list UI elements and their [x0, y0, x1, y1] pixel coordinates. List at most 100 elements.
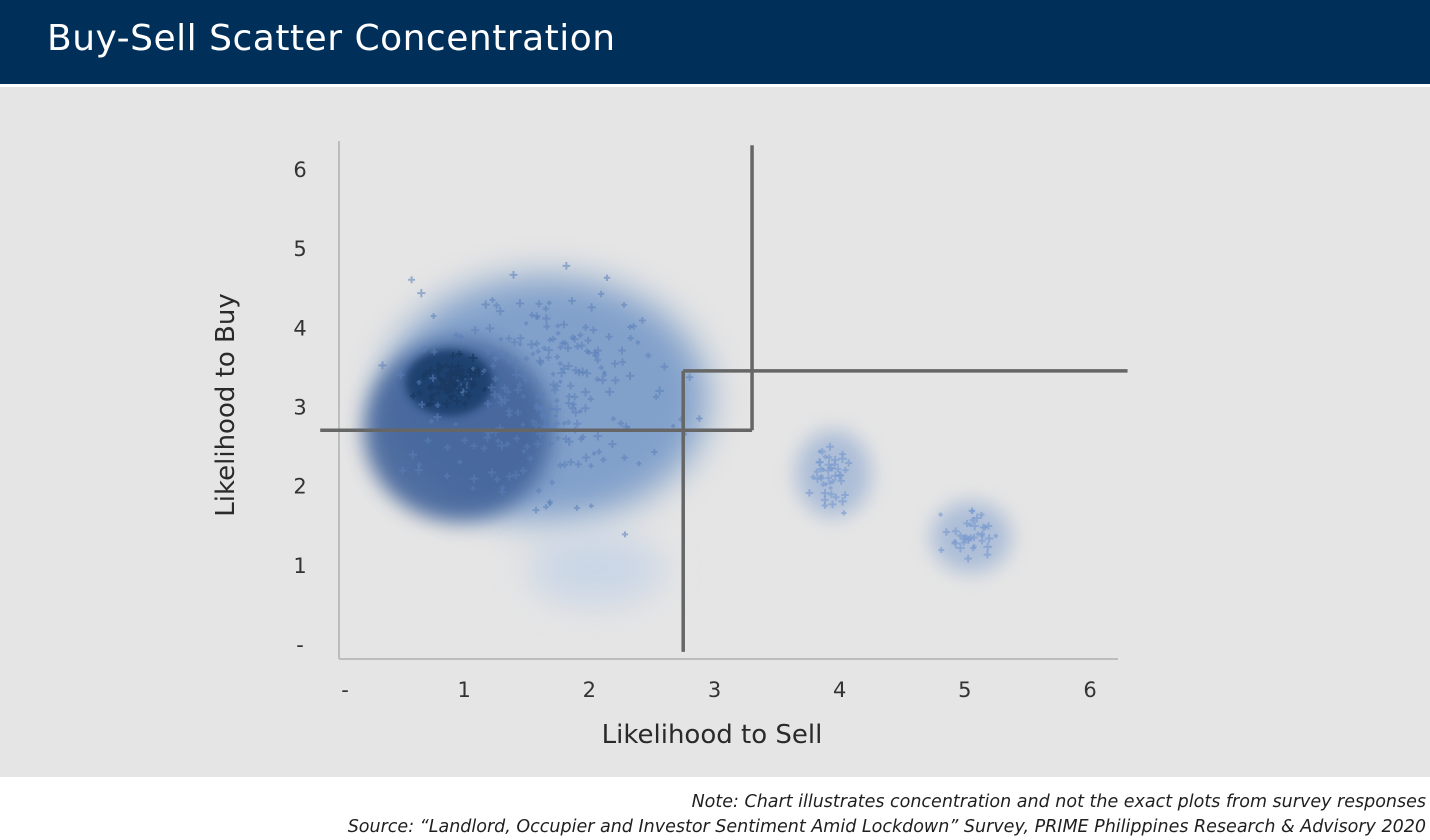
data-point: [982, 524, 989, 531]
data-point: [498, 336, 504, 342]
data-point: [492, 375, 499, 383]
data-point: [566, 381, 575, 390]
data-point: [557, 368, 567, 378]
data-point: [964, 554, 972, 563]
data-point: [816, 458, 824, 466]
y-tick-label: 4: [293, 316, 306, 340]
data-point: [469, 474, 479, 484]
data-point: [523, 355, 530, 362]
data-point: [480, 444, 488, 452]
data-point: [567, 458, 575, 466]
data-point: [416, 389, 423, 396]
data-point: [429, 419, 434, 424]
data-point: [462, 391, 468, 397]
data-point: [527, 340, 536, 350]
data-point: [427, 400, 434, 407]
data-point: [550, 335, 557, 343]
data-point: [627, 335, 634, 342]
data-point: [444, 373, 451, 380]
data-point: [518, 342, 523, 347]
data-point: [496, 306, 505, 316]
data-point: [600, 456, 607, 463]
data-point: [483, 346, 493, 355]
data-point: [578, 408, 583, 414]
data-point: [960, 539, 967, 546]
data-point: [545, 354, 552, 361]
footer-source: Source: “Landlord, Occupier and Investor…: [347, 817, 1426, 837]
data-point: [582, 323, 590, 331]
data-point: [983, 550, 992, 559]
data-point: [499, 484, 506, 491]
data-point: [513, 434, 521, 443]
data-point: [417, 289, 426, 298]
page-title: Buy-Sell Scatter Concentration: [47, 18, 616, 59]
data-point: [588, 463, 594, 469]
data-point: [487, 383, 496, 392]
data-point: [545, 404, 555, 414]
data-point: [951, 539, 960, 548]
data-point: [578, 341, 586, 350]
data-point: [550, 371, 556, 377]
data-point: [454, 381, 459, 386]
data-point: [571, 407, 581, 417]
data-point: [838, 497, 847, 506]
data-point: [963, 519, 971, 528]
data-point: [468, 353, 478, 363]
data-point: [428, 393, 433, 398]
data-point: [571, 366, 580, 375]
data-point: [429, 374, 437, 383]
data-point: [443, 472, 451, 480]
data-point: [519, 372, 528, 381]
data-point: [470, 442, 478, 450]
data-point: [841, 491, 849, 499]
data-point: [845, 459, 853, 467]
data-point: [467, 373, 473, 379]
data-point: [602, 372, 607, 378]
data-point: [587, 395, 594, 403]
data-point: [556, 462, 564, 469]
data-point: [461, 400, 468, 407]
data-point: [461, 436, 469, 445]
data-point: [834, 466, 842, 473]
data-point: [378, 361, 387, 370]
data-point: [493, 302, 500, 309]
x-tick-label: 4: [833, 678, 846, 702]
data-point: [562, 262, 571, 270]
data-point: [453, 331, 460, 338]
data-point: [830, 471, 840, 481]
data-point: [449, 352, 457, 360]
data-point: [813, 468, 820, 475]
data-point: [978, 511, 985, 518]
data-point: [636, 460, 642, 467]
data-point: [416, 462, 422, 468]
data-point: [490, 390, 499, 399]
data-point: [516, 334, 525, 342]
data-point: [414, 465, 424, 475]
data-point: [435, 390, 441, 396]
data-point: [563, 344, 572, 353]
data-point: [497, 349, 507, 359]
data-point: [520, 422, 526, 427]
data-point: [557, 361, 563, 367]
data-point: [449, 377, 454, 383]
data-point: [416, 379, 422, 385]
data-point: [970, 521, 980, 531]
cluster-lower-spread: [526, 533, 665, 605]
data-point: [481, 300, 490, 309]
data-point: [671, 423, 676, 429]
data-point: [562, 435, 570, 443]
data-point: [596, 448, 603, 455]
data-point: [817, 449, 822, 454]
data-point: [530, 418, 536, 425]
data-point: [541, 345, 548, 351]
data-point: [514, 408, 522, 417]
x-tick-label: 3: [708, 678, 721, 702]
data-point: [515, 299, 525, 308]
data-point: [537, 359, 545, 366]
data-point: [557, 344, 564, 351]
data-point: [543, 323, 551, 330]
data-point: [938, 512, 943, 517]
data-point: [519, 466, 528, 475]
data-point: [635, 340, 640, 345]
data-point: [434, 367, 442, 376]
